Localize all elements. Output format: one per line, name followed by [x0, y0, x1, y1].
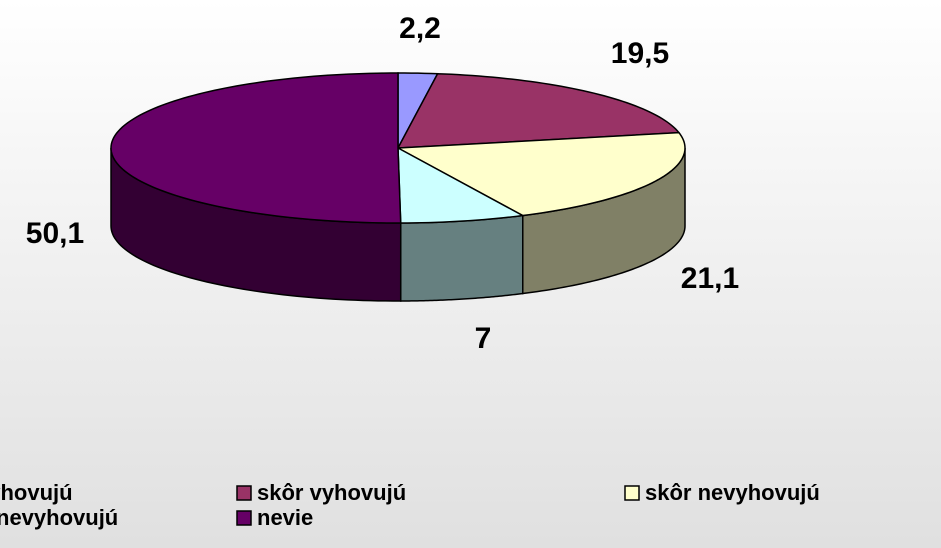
slice	[395, 131, 686, 217]
legend-label: skôr nevyhovujú	[645, 480, 820, 505]
legend-swatch	[236, 510, 252, 526]
legend-swatch	[624, 485, 640, 501]
data-label: 7	[475, 322, 492, 355]
slice	[396, 72, 681, 149]
slice	[397, 146, 526, 224]
legend-label: nevie	[257, 505, 313, 530]
data-label: 19,5	[611, 37, 669, 70]
legend-swatch	[236, 485, 252, 501]
legend-label: nevyhovujú	[0, 505, 118, 530]
data-label: 50,1	[26, 217, 84, 250]
legend-label: skôr vyhovujú	[257, 480, 406, 505]
legend-label: vyhovujú	[0, 480, 73, 505]
data-label: 2,2	[399, 12, 441, 45]
data-label: 21,1	[681, 262, 739, 295]
slice	[110, 72, 402, 224]
slice-side	[399, 214, 524, 302]
